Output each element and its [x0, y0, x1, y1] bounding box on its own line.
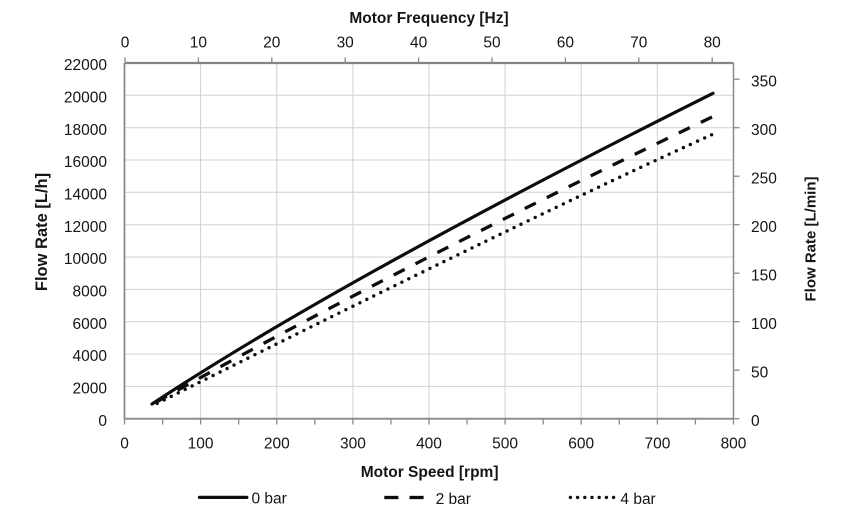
- svg-text:0: 0: [120, 436, 129, 453]
- svg-text:4 bar: 4 bar: [620, 491, 655, 508]
- svg-text:Motor Speed [rpm]: Motor Speed [rpm]: [361, 464, 499, 481]
- svg-text:50: 50: [483, 35, 501, 52]
- svg-text:10: 10: [190, 35, 208, 52]
- svg-text:400: 400: [416, 436, 442, 453]
- svg-text:12000: 12000: [64, 219, 107, 236]
- svg-text:800: 800: [721, 436, 747, 453]
- svg-text:20000: 20000: [64, 90, 107, 107]
- svg-text:0: 0: [98, 413, 107, 430]
- svg-text:16000: 16000: [64, 154, 107, 171]
- svg-text:2000: 2000: [73, 381, 108, 398]
- svg-text:0: 0: [751, 413, 760, 430]
- svg-text:600: 600: [568, 436, 594, 453]
- svg-text:300: 300: [340, 436, 366, 453]
- svg-text:Flow Rate [L/h]: Flow Rate [L/h]: [33, 173, 51, 291]
- svg-text:30: 30: [337, 35, 355, 52]
- svg-text:2 bar: 2 bar: [436, 491, 471, 508]
- svg-text:0: 0: [121, 35, 130, 52]
- svg-text:8000: 8000: [73, 284, 108, 301]
- svg-text:20: 20: [263, 35, 281, 52]
- svg-text:70: 70: [630, 35, 648, 52]
- svg-text:14000: 14000: [64, 187, 107, 204]
- svg-text:150: 150: [751, 267, 777, 284]
- svg-text:0 bar: 0 bar: [252, 491, 287, 508]
- svg-text:18000: 18000: [64, 122, 107, 139]
- svg-text:4000: 4000: [73, 348, 108, 365]
- svg-text:60: 60: [557, 35, 575, 52]
- svg-text:100: 100: [188, 436, 214, 453]
- svg-text:200: 200: [751, 219, 777, 236]
- svg-text:700: 700: [644, 436, 670, 453]
- svg-text:50: 50: [751, 364, 769, 381]
- svg-text:Flow Rate [L/min]: Flow Rate [L/min]: [803, 177, 820, 302]
- svg-text:40: 40: [410, 35, 428, 52]
- svg-text:500: 500: [492, 436, 518, 453]
- svg-text:80: 80: [704, 35, 722, 52]
- svg-text:200: 200: [264, 436, 290, 453]
- svg-text:6000: 6000: [73, 316, 108, 333]
- svg-text:10000: 10000: [64, 251, 107, 268]
- svg-text:Motor Frequency [Hz]: Motor Frequency [Hz]: [349, 10, 508, 27]
- svg-text:22000: 22000: [64, 57, 107, 74]
- svg-text:350: 350: [751, 73, 777, 90]
- svg-text:250: 250: [751, 170, 777, 187]
- svg-text:100: 100: [751, 316, 777, 333]
- svg-text:300: 300: [751, 122, 777, 139]
